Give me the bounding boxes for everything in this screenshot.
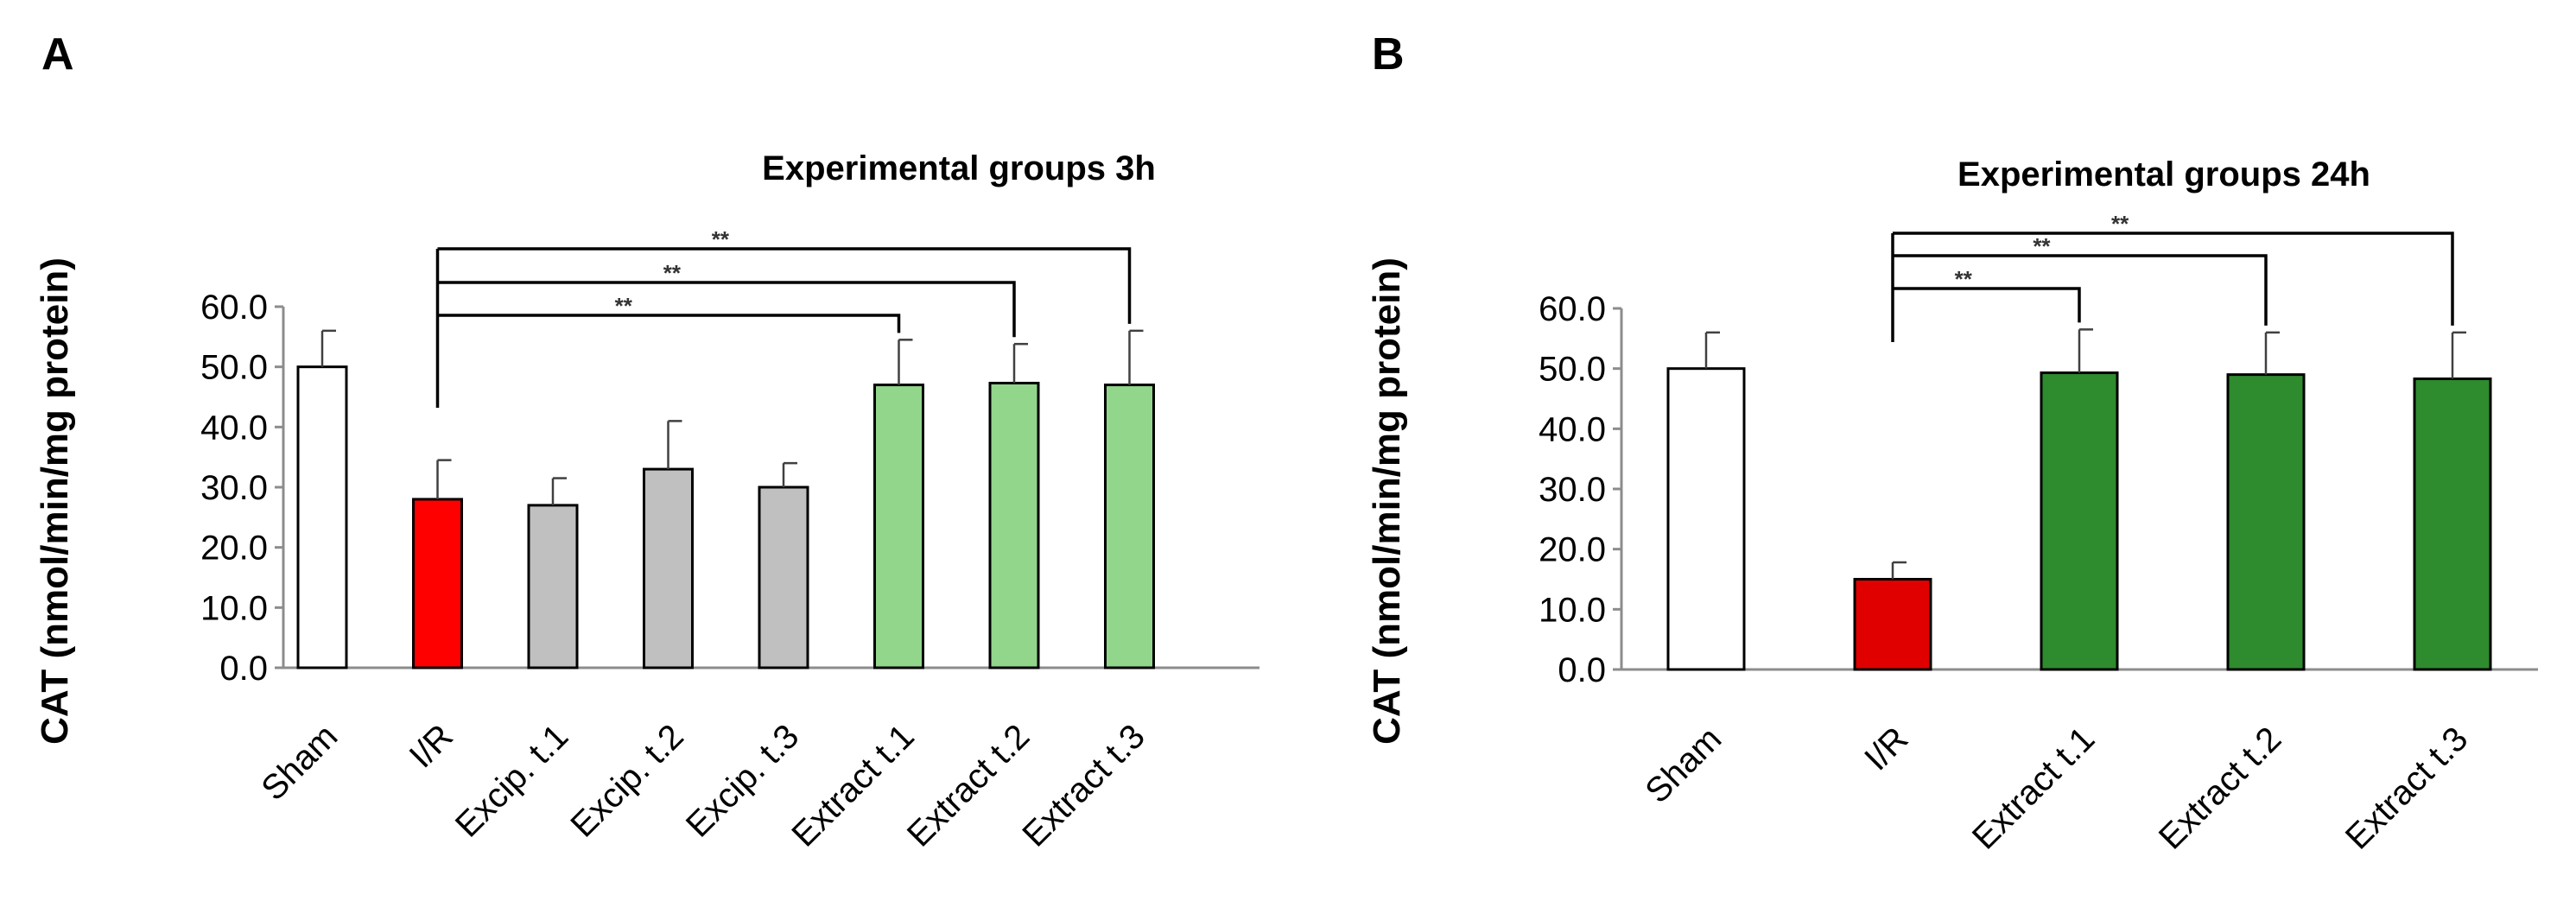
bar-extract-t-3 <box>2413 378 2492 671</box>
bar-extract-t-2 <box>2226 373 2306 671</box>
significance-bracket <box>1893 232 2454 326</box>
bar-extract-t-2 <box>988 381 1040 669</box>
x-tick-label: Excip. t.2 <box>563 717 690 844</box>
x-tick-label: I/R <box>1857 720 1915 777</box>
x-tick-label: Extract t.2 <box>900 717 1037 853</box>
x-tick-label: Extract t.3 <box>1015 717 1152 853</box>
bar-i-r <box>412 498 463 669</box>
bar-sham <box>1666 367 1746 671</box>
y-tick-label: 10.0 <box>1539 591 1606 629</box>
panel-letter-a: A <box>41 29 74 79</box>
significance-label: ** <box>663 260 682 286</box>
bar-i-r <box>1853 578 1932 671</box>
x-tick-label: Extract t.3 <box>2338 720 2475 856</box>
y-tick-label: 20.0 <box>1539 531 1606 569</box>
x-tick-label: Sham <box>254 717 345 808</box>
y-tick-label: 30.0 <box>1539 471 1606 509</box>
y-axis-label-b: CAT (nmol/min/mg protein) <box>1366 257 1408 745</box>
significance-bracket <box>1893 287 2081 323</box>
chart-title-b: Experimental groups 24h <box>1957 155 2370 194</box>
x-tick-label: Excip. t.1 <box>448 717 575 844</box>
x-tick-label: Extract t.1 <box>1965 720 2102 856</box>
x-tick-label: Extract t.2 <box>2152 720 2288 856</box>
bar-extract-t-1 <box>2040 371 2119 671</box>
x-tick-label: I/R <box>403 717 460 775</box>
significance-label: ** <box>615 293 633 319</box>
significance-bracket <box>437 247 1132 324</box>
y-tick-label: 20.0 <box>200 530 268 568</box>
significance-bracket <box>437 314 901 333</box>
x-tick-label: Sham <box>1638 720 1729 810</box>
y-tick-label: 10.0 <box>200 589 268 627</box>
y-tick-label: 60.0 <box>1539 290 1606 328</box>
bar-extract-t-1 <box>873 384 924 669</box>
y-tick-label: 40.0 <box>200 409 268 447</box>
y-tick-label: 60.0 <box>200 289 268 327</box>
bar-excip-t-1 <box>527 504 579 669</box>
panel-letter-b: B <box>1372 29 1405 79</box>
chart-panel-b: 0.0 10.0 20.0 30.0 40.0 50.0 60.0 Sham I/R Extrac… <box>1539 211 2538 857</box>
y-tick-label: 40.0 <box>1539 410 1606 448</box>
significance-label: ** <box>2111 211 2129 237</box>
x-tick-label: Extract t.1 <box>784 717 921 853</box>
significance-label: ** <box>712 226 730 252</box>
bar-excip-t-3 <box>758 485 809 669</box>
y-tick-label: 30.0 <box>200 469 268 507</box>
significance-bracket <box>437 281 1016 338</box>
significance-label: ** <box>1955 266 1973 292</box>
bar-excip-t-2 <box>643 467 694 669</box>
y-tick-label: 50.0 <box>200 349 268 387</box>
y-tick-label: 50.0 <box>1539 351 1606 389</box>
significance-label: ** <box>2033 233 2051 259</box>
significance-bracket <box>1893 254 2268 326</box>
chart-title-a: Experimental groups 3h <box>762 149 1156 187</box>
bar-sham <box>296 365 348 669</box>
bar-extract-t-3 <box>1104 384 1155 669</box>
y-tick-label: 0.0 <box>1558 651 1606 689</box>
y-tick-label: 0.0 <box>219 650 268 688</box>
y-axis-label-a: CAT (nmol/min/mg protein) <box>34 257 76 745</box>
